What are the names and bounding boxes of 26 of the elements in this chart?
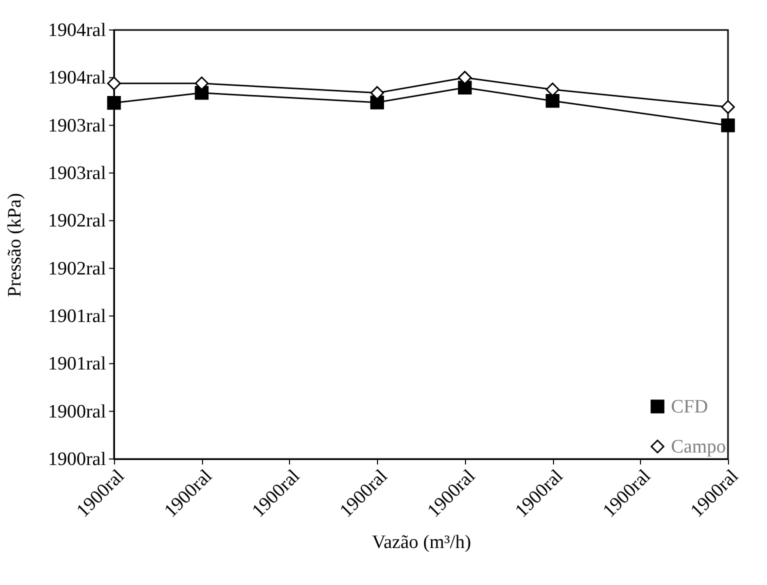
point	[721, 118, 735, 132]
point	[458, 70, 472, 85]
point	[370, 86, 384, 100]
x-axis-title: Vazão (m³/h)	[372, 532, 472, 553]
point	[370, 96, 384, 110]
legend-label: CFD	[671, 396, 708, 418]
text: 1902ral	[48, 258, 106, 280]
point	[107, 96, 121, 110]
text: 1904ral	[48, 20, 106, 41]
point	[546, 94, 560, 108]
point	[458, 80, 472, 94]
text: 1903ral	[48, 115, 106, 136]
point	[107, 76, 121, 90]
text: 1903ral	[48, 163, 106, 184]
text: 1901ral	[48, 354, 106, 375]
text: 1902ral	[48, 210, 106, 232]
text: 1900ral	[48, 401, 106, 422]
point	[194, 86, 209, 100]
point	[194, 76, 209, 90]
legend-label: Campo	[671, 436, 726, 458]
text: 1900ral	[48, 449, 106, 470]
text: 1904ral	[48, 68, 106, 89]
point	[546, 82, 560, 96]
y-axis-title: Pressão (kPa)	[4, 193, 26, 297]
point	[721, 100, 735, 114]
text: 1901ral	[48, 306, 106, 327]
